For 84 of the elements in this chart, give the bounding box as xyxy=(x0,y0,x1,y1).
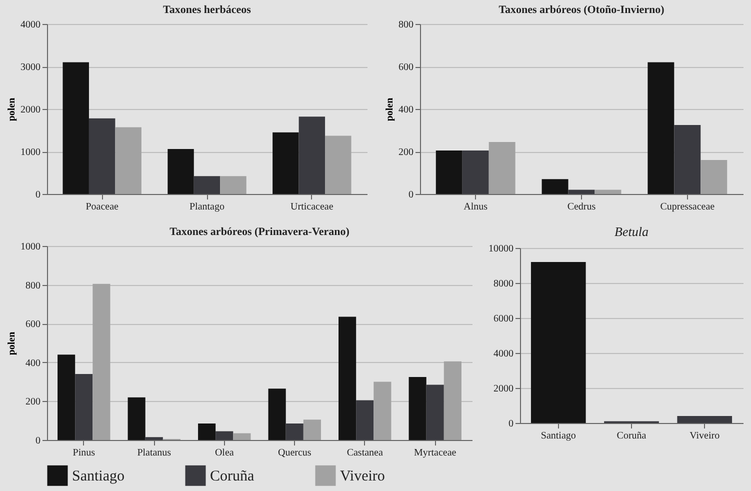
bar xyxy=(92,284,110,440)
y-tick-label: 600 xyxy=(26,319,40,330)
y-tick-label: 400 xyxy=(398,104,414,116)
x-tick-label: Cedrus xyxy=(567,202,596,212)
bar xyxy=(436,150,462,194)
x-tick-label: Myrtaceae xyxy=(414,448,457,458)
bar xyxy=(303,420,321,440)
y-tick-label: 8000 xyxy=(494,278,514,290)
y-tick-label: 0 xyxy=(508,418,514,430)
bar xyxy=(674,124,701,194)
y-tick-label: 10000 xyxy=(488,244,514,254)
y-tick-label: 600 xyxy=(398,62,414,73)
bar xyxy=(648,62,674,194)
y-tick-label: 0 xyxy=(36,436,40,446)
x-tick-label: Coruña xyxy=(616,430,647,442)
x-tick-label: Castanea xyxy=(346,448,384,458)
y-tick-label: 0 xyxy=(36,190,40,200)
bar xyxy=(198,424,216,440)
y-tick-label: 800 xyxy=(26,280,40,292)
x-tick-label: Urticaceae xyxy=(290,202,334,212)
bar xyxy=(88,118,116,194)
x-tick-label: Pinus xyxy=(72,448,96,458)
bar xyxy=(338,316,356,440)
y-tick-label: 0 xyxy=(408,190,414,200)
bar xyxy=(216,431,234,440)
bar xyxy=(62,62,89,194)
bar xyxy=(677,416,732,423)
legend-label: Viveiro xyxy=(340,468,385,485)
x-tick-label: Poaceae xyxy=(86,202,120,212)
y-tick-label: 200 xyxy=(26,396,40,408)
legend-label: Santiago xyxy=(72,468,124,485)
y-axis-title: polen xyxy=(384,97,396,122)
y-axis-title: polen xyxy=(6,97,18,122)
x-tick-label: Olea xyxy=(214,448,234,458)
bar xyxy=(220,176,246,194)
bar xyxy=(298,116,326,194)
bar xyxy=(115,127,142,194)
bar xyxy=(325,136,352,194)
y-tick-label: 1000 xyxy=(20,147,40,158)
bar xyxy=(542,179,568,194)
y-tick-label: 800 xyxy=(398,20,414,30)
bar xyxy=(145,437,163,440)
bar xyxy=(168,148,194,194)
legend-label: Coruña xyxy=(210,468,254,485)
y-tick-label: 1000 xyxy=(20,242,40,252)
bar xyxy=(488,142,516,194)
y-tick-label: 4000 xyxy=(20,20,40,30)
y-tick-label: 400 xyxy=(26,358,40,369)
y-tick-label: 2000 xyxy=(494,384,514,394)
y-tick-label: 3000 xyxy=(20,62,40,73)
chart-title: Taxones herbáceos xyxy=(163,4,252,16)
bar xyxy=(444,361,462,440)
bar xyxy=(374,382,392,440)
x-tick-label: Platanus xyxy=(137,448,172,458)
bar xyxy=(268,388,286,440)
x-tick-label: Plantago xyxy=(190,202,224,212)
bar xyxy=(530,262,586,423)
bar xyxy=(194,176,220,194)
bar xyxy=(594,190,622,194)
x-tick-label: Quercus xyxy=(278,448,312,458)
bar xyxy=(272,132,299,194)
y-tick-label: 200 xyxy=(398,147,414,158)
chart-title: Betula xyxy=(614,224,649,239)
y-axis-title: polen xyxy=(6,331,18,356)
bar xyxy=(700,160,728,194)
x-tick-label: Alnus xyxy=(464,202,488,212)
bar xyxy=(286,424,304,440)
x-tick-label: Cupressaceae xyxy=(660,202,716,212)
bar xyxy=(58,354,76,440)
bar xyxy=(233,433,251,440)
bar xyxy=(568,190,595,194)
bar xyxy=(408,376,426,440)
bar xyxy=(75,374,93,440)
bar xyxy=(426,384,444,440)
chart-title: Taxones arbóreos (Primavera-Verano) xyxy=(170,226,350,238)
bar xyxy=(356,400,374,440)
x-tick-label: Santiago xyxy=(540,430,576,442)
chart-title: Taxones arbóreos (Otoño-Invierno) xyxy=(498,4,665,16)
x-tick-label: Viveiro xyxy=(690,430,720,442)
bar xyxy=(128,397,146,440)
y-tick-label: 4000 xyxy=(494,348,514,360)
y-tick-label: 6000 xyxy=(494,314,514,324)
bar xyxy=(462,150,489,194)
y-tick-label: 2000 xyxy=(20,104,40,116)
